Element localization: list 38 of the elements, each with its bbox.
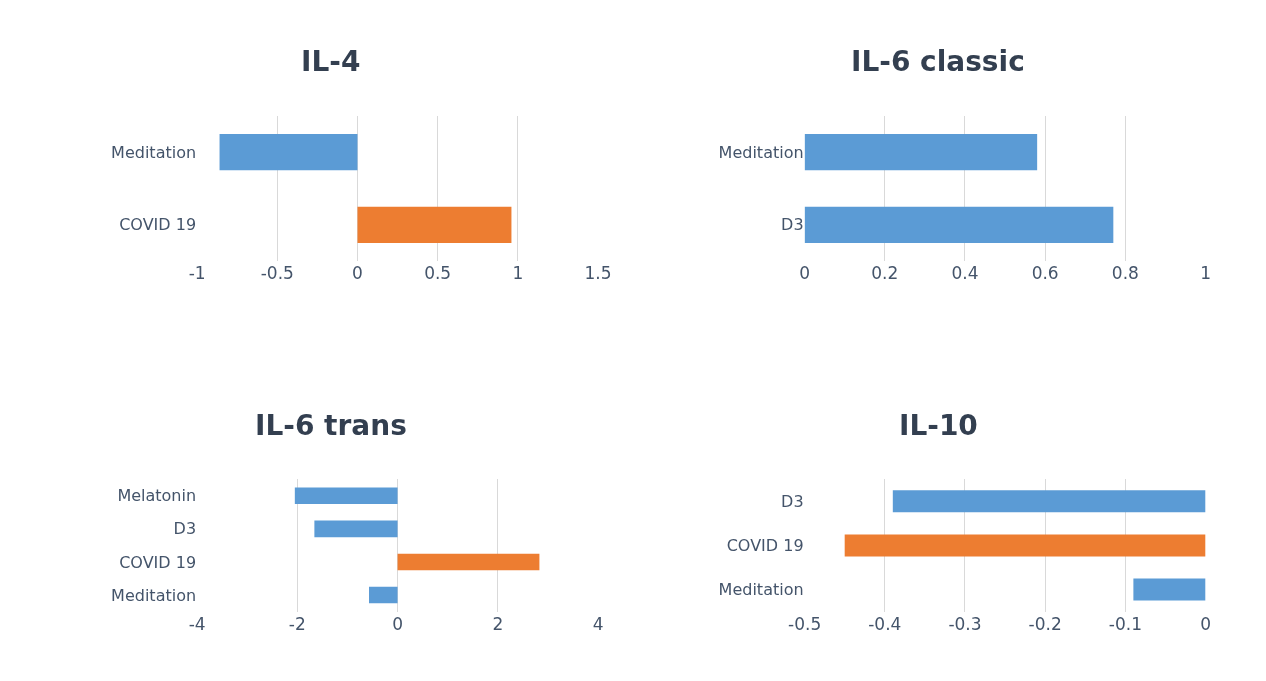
chart-title: IL-6 classic — [851, 45, 1025, 78]
x-tick-label: 0.8 — [1111, 263, 1139, 284]
x-tick-label: 2 — [492, 613, 504, 634]
x-tick-label: 4 — [592, 613, 604, 634]
x-tick-label: 0 — [1200, 613, 1211, 634]
x-tick-label: -2 — [288, 613, 306, 634]
chart-title: IL-4 — [301, 45, 361, 78]
y-tick-label: D3 — [781, 215, 804, 235]
x-tick-label: -0.5 — [260, 263, 294, 284]
x-tick-label: 1.5 — [584, 263, 612, 284]
y-tick-label: COVID 19 — [119, 215, 197, 235]
x-tick-label: 0 — [352, 263, 363, 284]
x-tick-label: 1 — [512, 263, 524, 284]
x-tick-label: 0 — [392, 613, 403, 634]
y-tick-label: COVID 19 — [726, 536, 804, 556]
chart-title: IL-10 — [899, 409, 978, 442]
x-tick-label: 1 — [1200, 263, 1211, 284]
x-tick-label: -1 — [188, 263, 206, 284]
x-tick-label: 0 — [799, 263, 811, 284]
y-tick-label: D3 — [781, 491, 804, 511]
x-tick-label: 0.6 — [1031, 263, 1059, 284]
y-tick-label: D3 — [173, 519, 197, 539]
x-tick-label: 0.5 — [424, 263, 452, 284]
chart-title: IL-6 trans — [255, 409, 407, 442]
x-tick-label: -4 — [188, 613, 206, 634]
x-tick-label: -0.1 — [1108, 613, 1142, 634]
x-tick-label: -0.3 — [948, 613, 982, 634]
y-tick-label: Meditation — [718, 580, 804, 600]
y-tick-label: COVID 19 — [119, 552, 197, 572]
y-tick-label: Meditation — [718, 142, 804, 162]
x-tick-label: 0.4 — [951, 263, 979, 284]
y-tick-label: Meditation — [111, 142, 197, 162]
y-tick-label: Melatonin — [117, 486, 197, 506]
x-tick-label: -0.5 — [788, 613, 822, 634]
x-tick-label: 0.2 — [871, 263, 899, 284]
y-tick-label: Meditation — [111, 585, 197, 605]
x-tick-label: -0.4 — [868, 613, 902, 634]
x-tick-label: -0.2 — [1028, 613, 1062, 634]
